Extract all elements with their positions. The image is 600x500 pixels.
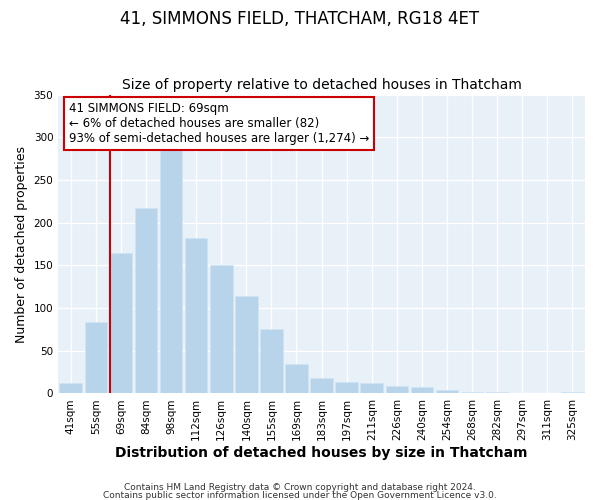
Bar: [134, 208, 157, 394]
Text: 41 SIMMONS FIELD: 69sqm
← 6% of detached houses are smaller (82)
93% of semi-det: 41 SIMMONS FIELD: 69sqm ← 6% of detached…: [69, 102, 369, 145]
Bar: [511, 392, 533, 394]
Bar: [335, 382, 358, 394]
Bar: [160, 148, 182, 394]
Bar: [436, 390, 458, 394]
Bar: [361, 383, 383, 394]
Y-axis label: Number of detached properties: Number of detached properties: [15, 146, 28, 342]
Bar: [386, 386, 408, 394]
Bar: [285, 364, 308, 394]
Bar: [410, 388, 433, 394]
Bar: [59, 383, 82, 394]
Bar: [110, 252, 132, 394]
Bar: [561, 392, 584, 394]
Bar: [235, 296, 257, 394]
X-axis label: Distribution of detached houses by size in Thatcham: Distribution of detached houses by size …: [115, 446, 528, 460]
Bar: [461, 392, 484, 394]
Bar: [185, 238, 208, 394]
Bar: [260, 330, 283, 394]
Bar: [310, 378, 333, 394]
Text: Contains HM Land Registry data © Crown copyright and database right 2024.: Contains HM Land Registry data © Crown c…: [124, 484, 476, 492]
Bar: [536, 392, 559, 394]
Bar: [486, 392, 508, 394]
Text: Contains public sector information licensed under the Open Government Licence v3: Contains public sector information licen…: [103, 490, 497, 500]
Text: 41, SIMMONS FIELD, THATCHAM, RG18 4ET: 41, SIMMONS FIELD, THATCHAM, RG18 4ET: [121, 10, 479, 28]
Bar: [210, 266, 233, 394]
Title: Size of property relative to detached houses in Thatcham: Size of property relative to detached ho…: [122, 78, 521, 92]
Bar: [85, 322, 107, 394]
